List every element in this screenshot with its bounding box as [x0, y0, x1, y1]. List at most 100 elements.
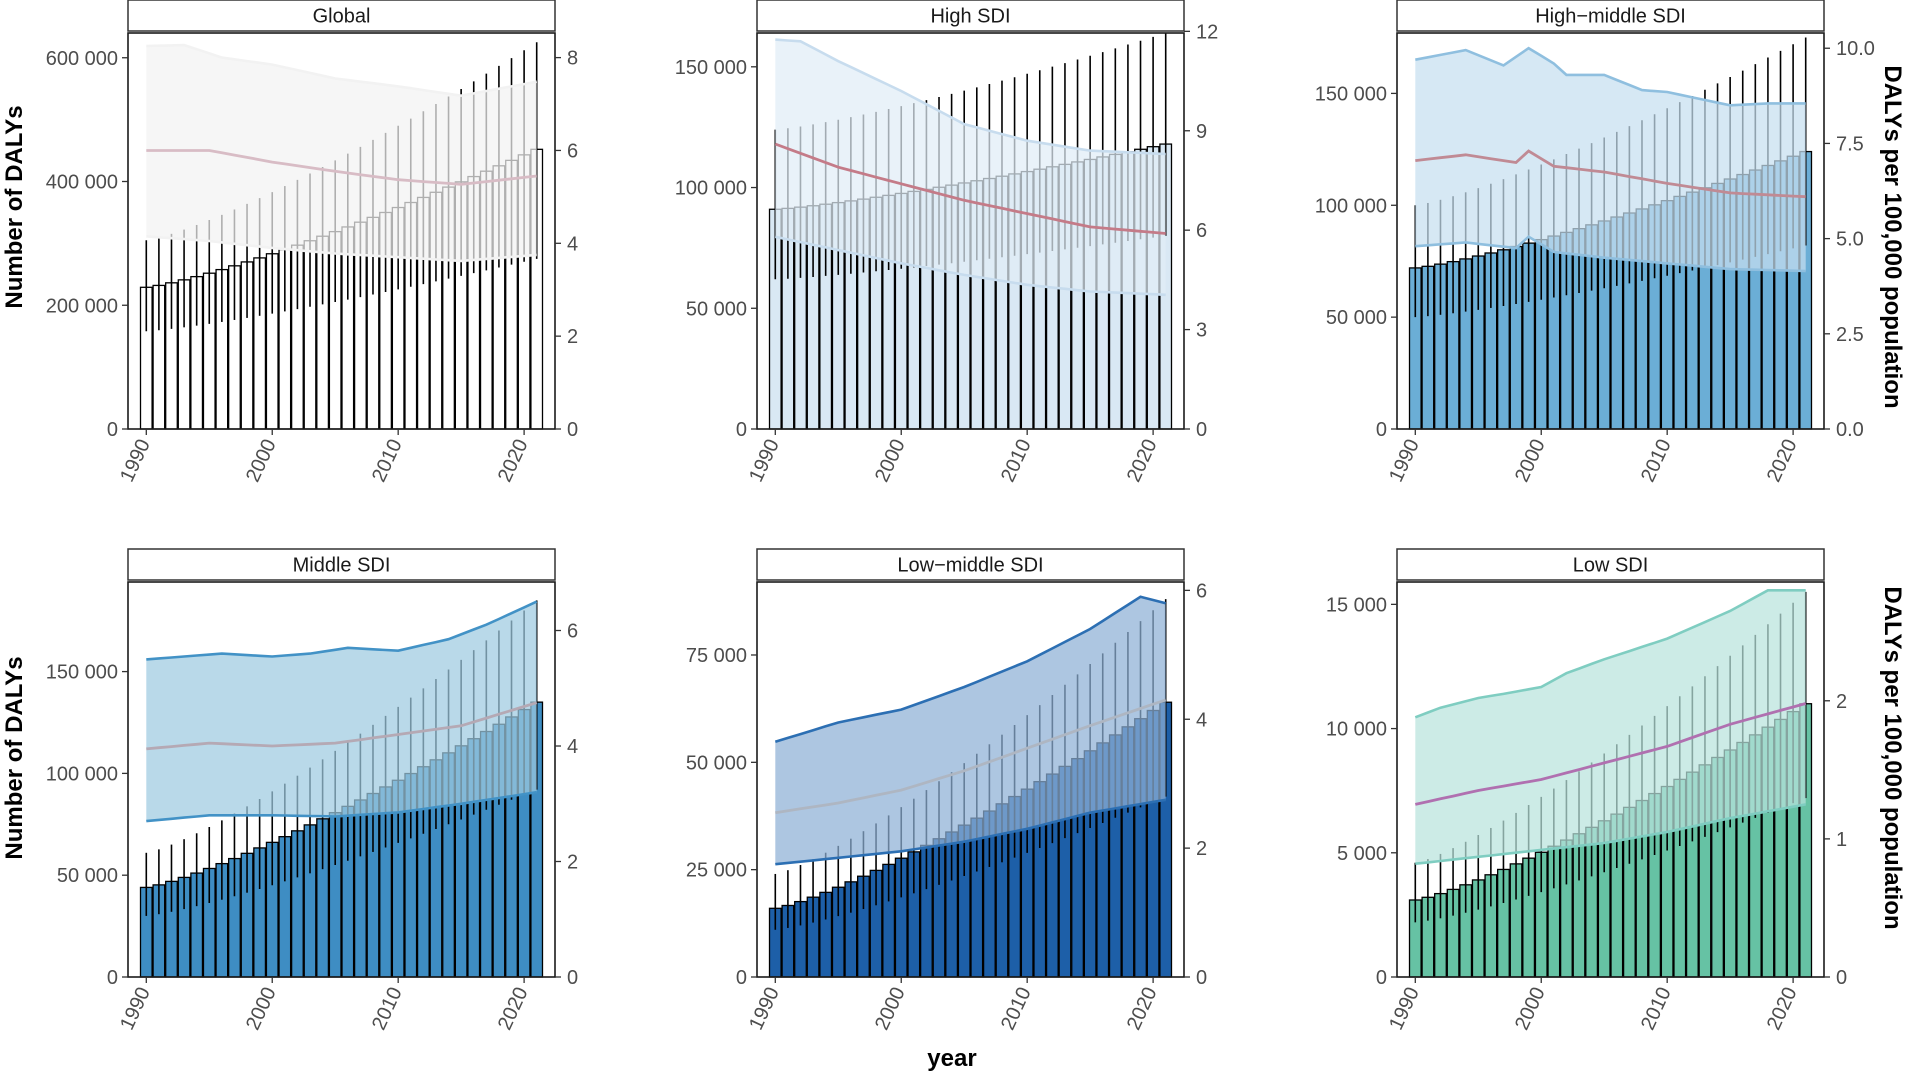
y-left-title-bottom: Number of DALYs	[1, 656, 28, 859]
y-right-tick-label: 9	[1196, 121, 1207, 143]
x-tick-label: 2020	[494, 436, 533, 486]
x-tick-label: 2010	[997, 984, 1036, 1034]
y-left-tick-label: 50 000	[686, 752, 747, 774]
y-left-tick-label: 50 000	[1326, 307, 1387, 329]
strip-box	[1396, 0, 1825, 32]
x-tick-label: 1990	[745, 984, 784, 1034]
rate-mean-line	[1414, 702, 1807, 806]
x-tick-label: 1990	[745, 436, 784, 486]
x-tick-label: 2020	[494, 984, 533, 1034]
panel-3: High−middle SDI 0 50 000 100 000 150 000 0.0 2…	[1315, 0, 1875, 485]
y-left-tick-label: 15 000	[1326, 594, 1387, 616]
rate-lower-line	[775, 235, 1166, 297]
plot-border	[1396, 32, 1825, 430]
y-left-tick-label: 5 000	[1337, 843, 1387, 865]
x-tick-label: 2010	[368, 984, 407, 1034]
x-tick-label: 2010	[1637, 436, 1676, 486]
y-right-tick-label: 4	[567, 736, 578, 758]
y-right-tick-label: 1	[1836, 829, 1847, 851]
strip-box	[127, 548, 556, 581]
y-right-tick-label: 8	[567, 48, 578, 70]
y-right-tick-label: 0	[567, 967, 578, 989]
rate-lower-line	[775, 798, 1166, 866]
rate-mean-line	[775, 698, 1167, 815]
x-tick-label: 2000	[871, 984, 910, 1034]
rate-ribbon	[775, 39, 1166, 295]
y-left-tick-label: 10 000	[1326, 719, 1387, 741]
panel-1: Global 0 200 000 400 000 600 000 0 2 4 6 8 1990 200…	[46, 0, 578, 485]
y-left-tick-label: 25 000	[686, 860, 747, 882]
rate-ribbon	[1415, 590, 1806, 864]
y-left-tick-label: 100 000	[1315, 195, 1387, 217]
y-right-tick-label: 2	[567, 852, 578, 874]
y-left-tick-label: 75 000	[686, 645, 747, 667]
x-tick-label: 2000	[242, 436, 281, 486]
x-tick-label: 2010	[997, 436, 1036, 486]
rate-upper-line	[146, 600, 538, 661]
rate-lower-line	[146, 235, 537, 263]
y-right-tick-label: 2	[1196, 838, 1207, 860]
y-left-tick-label: 50 000	[686, 298, 747, 320]
y-right-tick-label: 4	[1196, 709, 1207, 731]
y-right-tick-label: 4	[567, 233, 578, 255]
x-tick-label: 2000	[1511, 436, 1550, 486]
plot-border	[756, 581, 1185, 978]
bars	[1408, 591, 1813, 978]
rate-upper-line	[146, 43, 537, 98]
y-left-tick-label: 100 000	[46, 763, 118, 785]
x-tick-label: 2010	[368, 436, 407, 486]
y-right-tick-label: 12	[1196, 21, 1218, 43]
y-right-tick-label: 6	[567, 621, 578, 643]
rate-mean-line	[774, 142, 1166, 235]
x-tick-label: 2010	[1637, 984, 1676, 1034]
y-left-tick-label: 150 000	[675, 57, 747, 79]
y-right-tick-label: 0	[1196, 967, 1207, 989]
y-left-tick-label: 0	[736, 967, 747, 989]
y-right-tick-label: 5.0	[1836, 229, 1864, 251]
y-right-tick-label: 0	[1836, 967, 1847, 989]
panel-2: High SDI 0 50 000 100 000 150 000 0 3 6 9 12 1990 2…	[675, 0, 1218, 486]
strip-box	[756, 0, 1185, 32]
y-right-tick-label: 10.0	[1836, 38, 1875, 60]
strip-box	[1396, 548, 1825, 581]
y-right-title-top: DALYs per 100,000 population	[1879, 65, 1906, 408]
y-left-title-top: Number of DALYs	[1, 105, 28, 308]
y-right-tick-label: 2	[1836, 691, 1847, 713]
x-tick-label: 2000	[242, 984, 281, 1034]
x-tick-label: 2000	[871, 436, 910, 486]
y-right-tick-label: 6	[567, 140, 578, 162]
x-tick-label: 2020	[1763, 984, 1802, 1034]
y-right-tick-label: 2.5	[1836, 324, 1864, 346]
rate-mean-line	[1415, 149, 1806, 199]
y-left-tick-label: 0	[107, 419, 118, 441]
y-right-tick-label: 7.5	[1836, 133, 1864, 155]
y-right-tick-label: 6	[1196, 220, 1207, 242]
strip-box	[127, 0, 556, 32]
y-right-tick-label: 0	[1196, 419, 1207, 441]
y-right-title-bottom: DALYs per 100,000 population	[1879, 586, 1906, 929]
panel-5: Low−middle SDI 0 25 000 50 000 75 000 0 2 4 6 199…	[686, 548, 1207, 1034]
rate-upper-line	[1414, 588, 1806, 719]
panel-title: Global	[313, 6, 371, 28]
x-axis-title: year	[927, 1045, 976, 1072]
y-right-tick-label: 6	[1196, 580, 1207, 602]
y-left-tick-label: 50 000	[57, 865, 118, 887]
y-left-tick-label: 150 000	[1315, 83, 1387, 105]
y-left-tick-label: 0	[1376, 419, 1387, 441]
rate-mean-line	[146, 149, 537, 186]
x-tick-label: 2000	[1511, 984, 1550, 1034]
rate-lower-line	[146, 790, 537, 823]
rate-lower-line	[1415, 235, 1806, 273]
y-left-tick-label: 0	[107, 967, 118, 989]
rate-mean-line	[146, 701, 538, 751]
panel-6: Low SDI 0 5 000 10 000 15 000 0 1 2 1990 2000 2010…	[1326, 548, 1847, 1034]
x-tick-label: 2020	[1123, 436, 1162, 486]
panel-title: Middle SDI	[293, 555, 391, 577]
panel-title: High−middle SDI	[1535, 6, 1686, 28]
rate-ribbon	[1415, 48, 1806, 272]
panel-title: Low−middle SDI	[897, 555, 1043, 577]
x-tick-label: 2020	[1763, 436, 1802, 486]
rate-upper-line	[1415, 46, 1806, 107]
y-left-tick-label: 0	[1376, 967, 1387, 989]
